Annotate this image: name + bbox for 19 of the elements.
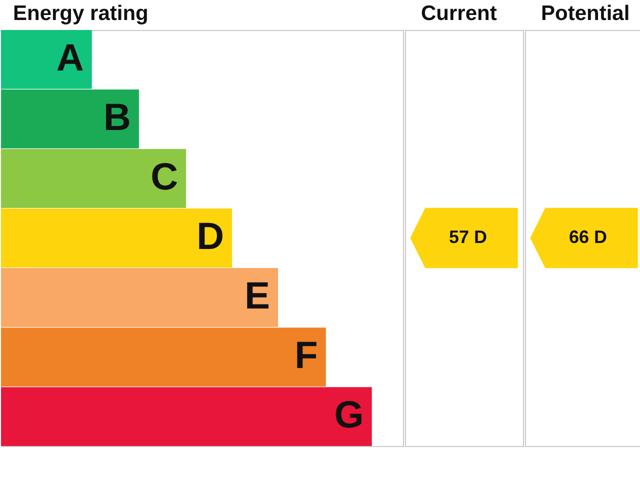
bar (1, 268, 278, 327)
y-tick-label: C (150, 156, 178, 198)
bar (1, 208, 232, 268)
bar (1, 149, 186, 208)
y-tick-label: E (244, 276, 270, 318)
text: Current (421, 2, 497, 25)
y-tick-label: D (196, 216, 224, 258)
text: 66 D (568, 227, 608, 247)
text: Potential (541, 2, 630, 25)
y-tick-label: G (334, 394, 364, 437)
bar (1, 30, 92, 89)
y-tick-label: A (56, 37, 84, 80)
y-tick-label: F (294, 335, 318, 378)
text: 57 D (448, 227, 488, 247)
bar (1, 387, 372, 446)
bar (1, 328, 326, 386)
chart-title: Energy rating (13, 2, 148, 25)
y-tick-label: B (104, 96, 131, 139)
bar (1, 90, 139, 148)
